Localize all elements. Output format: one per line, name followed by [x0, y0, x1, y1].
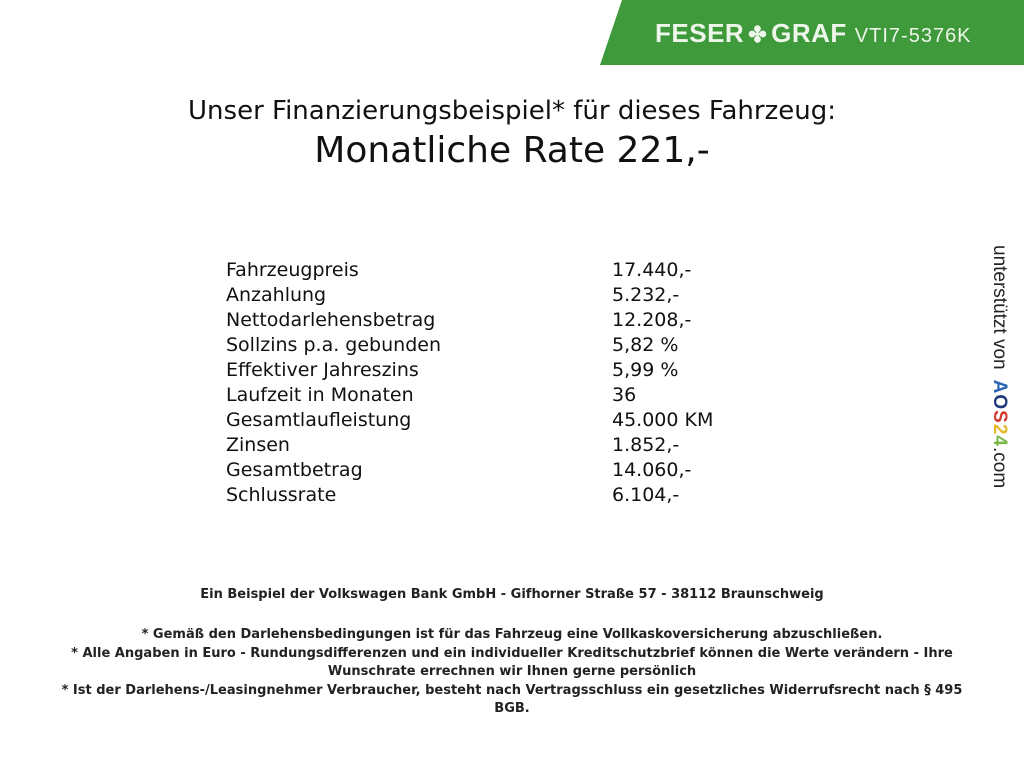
table-row: Gesamtbetrag 14.060,- [226, 458, 826, 483]
row-label: Effektiver Jahreszins [226, 359, 419, 381]
brand-logo: FESER ✤ GRAF VTI7-5376K [655, 18, 972, 49]
table-row: Anzahlung 5.232,- [226, 283, 826, 308]
footnote: * Gemäß den Darlehensbedingungen ist für… [141, 627, 883, 642]
row-label: Gesamtlaufleistung [226, 409, 412, 431]
supported-by-text: unterstützt von [989, 245, 1010, 370]
row-label: Zinsen [226, 434, 290, 456]
row-value: 6.104,- [612, 484, 680, 506]
table-row: Fahrzeugpreis 17.440,- [226, 258, 826, 283]
table-row: Gesamtlaufleistung 45.000 KM [226, 408, 826, 433]
row-label: Sollzins p.a. gebunden [226, 334, 441, 356]
row-label: Nettodarlehensbetrag [226, 309, 436, 331]
table-row: Sollzins p.a. gebunden 5,82 % [226, 333, 826, 358]
row-value: 5,82 % [612, 334, 679, 356]
table-row: Laufzeit in Monaten 36 [226, 383, 826, 408]
row-label: Anzahlung [226, 284, 327, 306]
row-label: Gesamtbetrag [226, 459, 363, 481]
title-line1: Unser Finanzierungsbeispiel* für dieses … [188, 96, 836, 126]
aos24-suffix: .com [989, 446, 1010, 489]
row-value: 5,99 % [612, 359, 679, 381]
monthly-rate-title: Monatliche Rate 221,- [314, 130, 710, 171]
brand-right: GRAF [771, 18, 847, 48]
row-value: 5.232,- [612, 284, 680, 306]
bank-info: Ein Beispiel der Volkswagen Bank GmbH - … [200, 587, 824, 602]
row-value: 45.000 KM [612, 409, 714, 431]
aos24-logo: AOS24 [989, 379, 1010, 447]
footnote: * Ist der Darlehens-/Leasingnehmer Verbr… [61, 683, 963, 716]
brand-left: FESER [655, 18, 745, 48]
clover-icon: ✤ [748, 22, 768, 47]
finance-table: Fahrzeugpreis 17.440,- Anzahlung 5.232,- Net… [226, 258, 826, 508]
table-row: Zinsen 1.852,- [226, 433, 826, 458]
row-value: 36 [612, 384, 637, 406]
brand-banner [600, 0, 1024, 65]
row-value: 14.060,- [612, 459, 692, 481]
table-row: Schlussrate 6.104,- [226, 483, 826, 508]
row-label: Laufzeit in Monaten [226, 384, 414, 406]
footnotes: * Gemäß den Darlehensbedingungen ist für… [40, 626, 984, 719]
footnote: * Alle Angaben in Euro - Rundungsdiffere… [71, 646, 953, 679]
row-value: 12.208,- [612, 309, 692, 331]
row-label: Schlussrate [226, 484, 337, 506]
table-row: Effektiver Jahreszins 5,99 % [226, 358, 826, 383]
vehicle-code: VTI7-5376K [854, 25, 972, 47]
supported-by: unterstützt von AOS24.com [988, 245, 1010, 488]
table-row: Nettodarlehensbetrag 12.208,- [226, 308, 826, 333]
row-value: 17.440,- [612, 259, 692, 281]
row-value: 1.852,- [612, 434, 680, 456]
row-label: Fahrzeugpreis [226, 259, 359, 281]
